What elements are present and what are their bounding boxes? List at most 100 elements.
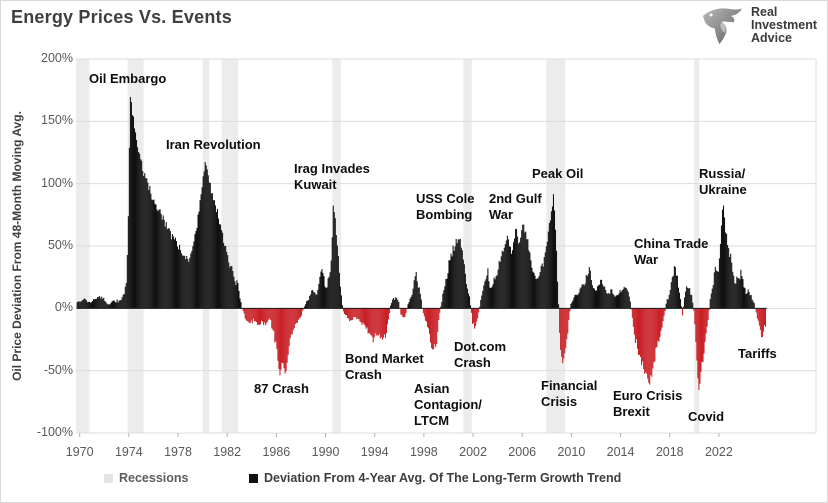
deviation-bar <box>457 239 459 309</box>
deviation-bar <box>534 275 536 309</box>
deviation-bar <box>301 308 304 311</box>
deviation-bar <box>463 264 465 309</box>
deviation-bar <box>433 308 435 350</box>
deviation-bar <box>333 212 335 309</box>
deviation-bar <box>763 308 766 326</box>
deviation-bar <box>359 308 361 322</box>
deviation-bar <box>338 272 340 309</box>
deviation-bar <box>582 284 584 309</box>
deviation-bar <box>245 308 247 321</box>
deviation-bar <box>109 304 111 309</box>
deviation-bar <box>217 218 220 309</box>
deviation-bar <box>254 308 256 322</box>
deviation-bar <box>609 293 611 309</box>
deviation-bar <box>255 308 257 323</box>
deviation-bar <box>398 301 400 309</box>
deviation-bar <box>567 308 569 334</box>
deviation-bar <box>415 272 417 309</box>
deviation-bar <box>78 301 80 309</box>
deviation-bar <box>313 291 315 309</box>
deviation-bar <box>644 308 646 374</box>
deviation-bar <box>537 277 539 309</box>
deviation-bar <box>753 303 755 309</box>
deviation-bar <box>472 308 474 325</box>
deviation-bar <box>737 278 739 309</box>
logo-line-real: Real <box>751 4 778 19</box>
deviation-bar <box>382 308 384 338</box>
deviation-bar <box>551 206 553 309</box>
deviation-bar <box>514 238 516 309</box>
deviation-bar <box>340 295 342 309</box>
event-label-dotcom-crash: Dot.com Crash <box>454 339 506 370</box>
deviation-bar <box>682 308 684 316</box>
event-label-second-gulf-war: 2nd Gulf War <box>489 191 542 222</box>
deviation-bar <box>667 299 669 309</box>
deviation-bar <box>355 308 357 318</box>
deviation-bar <box>524 232 526 309</box>
deviation-bar <box>629 301 631 309</box>
deviation-bar <box>279 308 281 376</box>
deviation-bar <box>284 308 286 374</box>
deviation-bar <box>328 276 330 309</box>
deviation-bar <box>378 308 380 335</box>
deviation-bar <box>719 244 721 309</box>
deviation-bar <box>185 259 187 309</box>
deviation-bar <box>588 267 590 309</box>
deviation-bar <box>91 300 94 309</box>
deviation-bar <box>105 301 107 309</box>
deviation-bar <box>580 287 582 309</box>
deviation-bar <box>495 276 497 309</box>
deviation-bar <box>273 308 275 331</box>
deviation-bar <box>376 308 378 335</box>
deviation-bar <box>595 290 598 309</box>
deviation-bar <box>190 253 192 309</box>
deviation-bar <box>331 237 333 309</box>
deviation-bar <box>306 301 308 309</box>
deviation-bar <box>652 308 654 369</box>
deviation-bar <box>456 243 458 309</box>
deviation-bar <box>660 308 662 331</box>
deviation-bar <box>205 165 207 309</box>
deviation-bar <box>163 219 165 309</box>
deviation-bar <box>402 308 404 318</box>
deviation-bar <box>283 308 285 369</box>
deviation-bar <box>565 308 567 348</box>
deviation-bar <box>125 283 127 309</box>
deviation-bar <box>270 308 272 321</box>
deviation-bar <box>356 308 358 320</box>
deviation-bar <box>548 222 550 309</box>
deviation-bar <box>266 308 268 323</box>
deviation-bar <box>210 193 212 309</box>
deviation-bar <box>225 245 227 309</box>
deviation-bar <box>411 294 413 309</box>
deviation-bar <box>510 253 512 309</box>
deviation-bar <box>505 240 507 309</box>
deviation-bar <box>655 308 657 348</box>
deviation-bar <box>508 246 510 309</box>
deviation-bar <box>372 308 374 343</box>
deviation-bar <box>568 308 570 321</box>
deviation-bar <box>659 308 661 338</box>
deviation-bar <box>550 211 552 309</box>
deviation-bar <box>377 308 379 336</box>
deviation-bar <box>104 301 106 309</box>
deviation-bar <box>733 275 735 309</box>
deviation-bar <box>281 308 283 363</box>
deviation-bar <box>491 286 493 309</box>
deviation-bar <box>610 289 612 309</box>
deviation-bar <box>703 308 705 354</box>
deviation-bar <box>391 302 393 309</box>
deviation-bar <box>437 308 439 332</box>
deviation-bar <box>216 208 219 309</box>
deviation-bar <box>259 308 262 325</box>
deviation-bar <box>671 277 673 309</box>
y-tick-label: 50% <box>47 238 73 252</box>
deviation-bar <box>248 308 250 323</box>
deviation-bar <box>445 279 447 309</box>
deviation-bar <box>199 200 201 309</box>
deviation-bar <box>82 299 84 309</box>
deviation-bar <box>409 298 411 309</box>
bars-layer <box>76 58 817 437</box>
deviation-bar <box>761 308 763 338</box>
